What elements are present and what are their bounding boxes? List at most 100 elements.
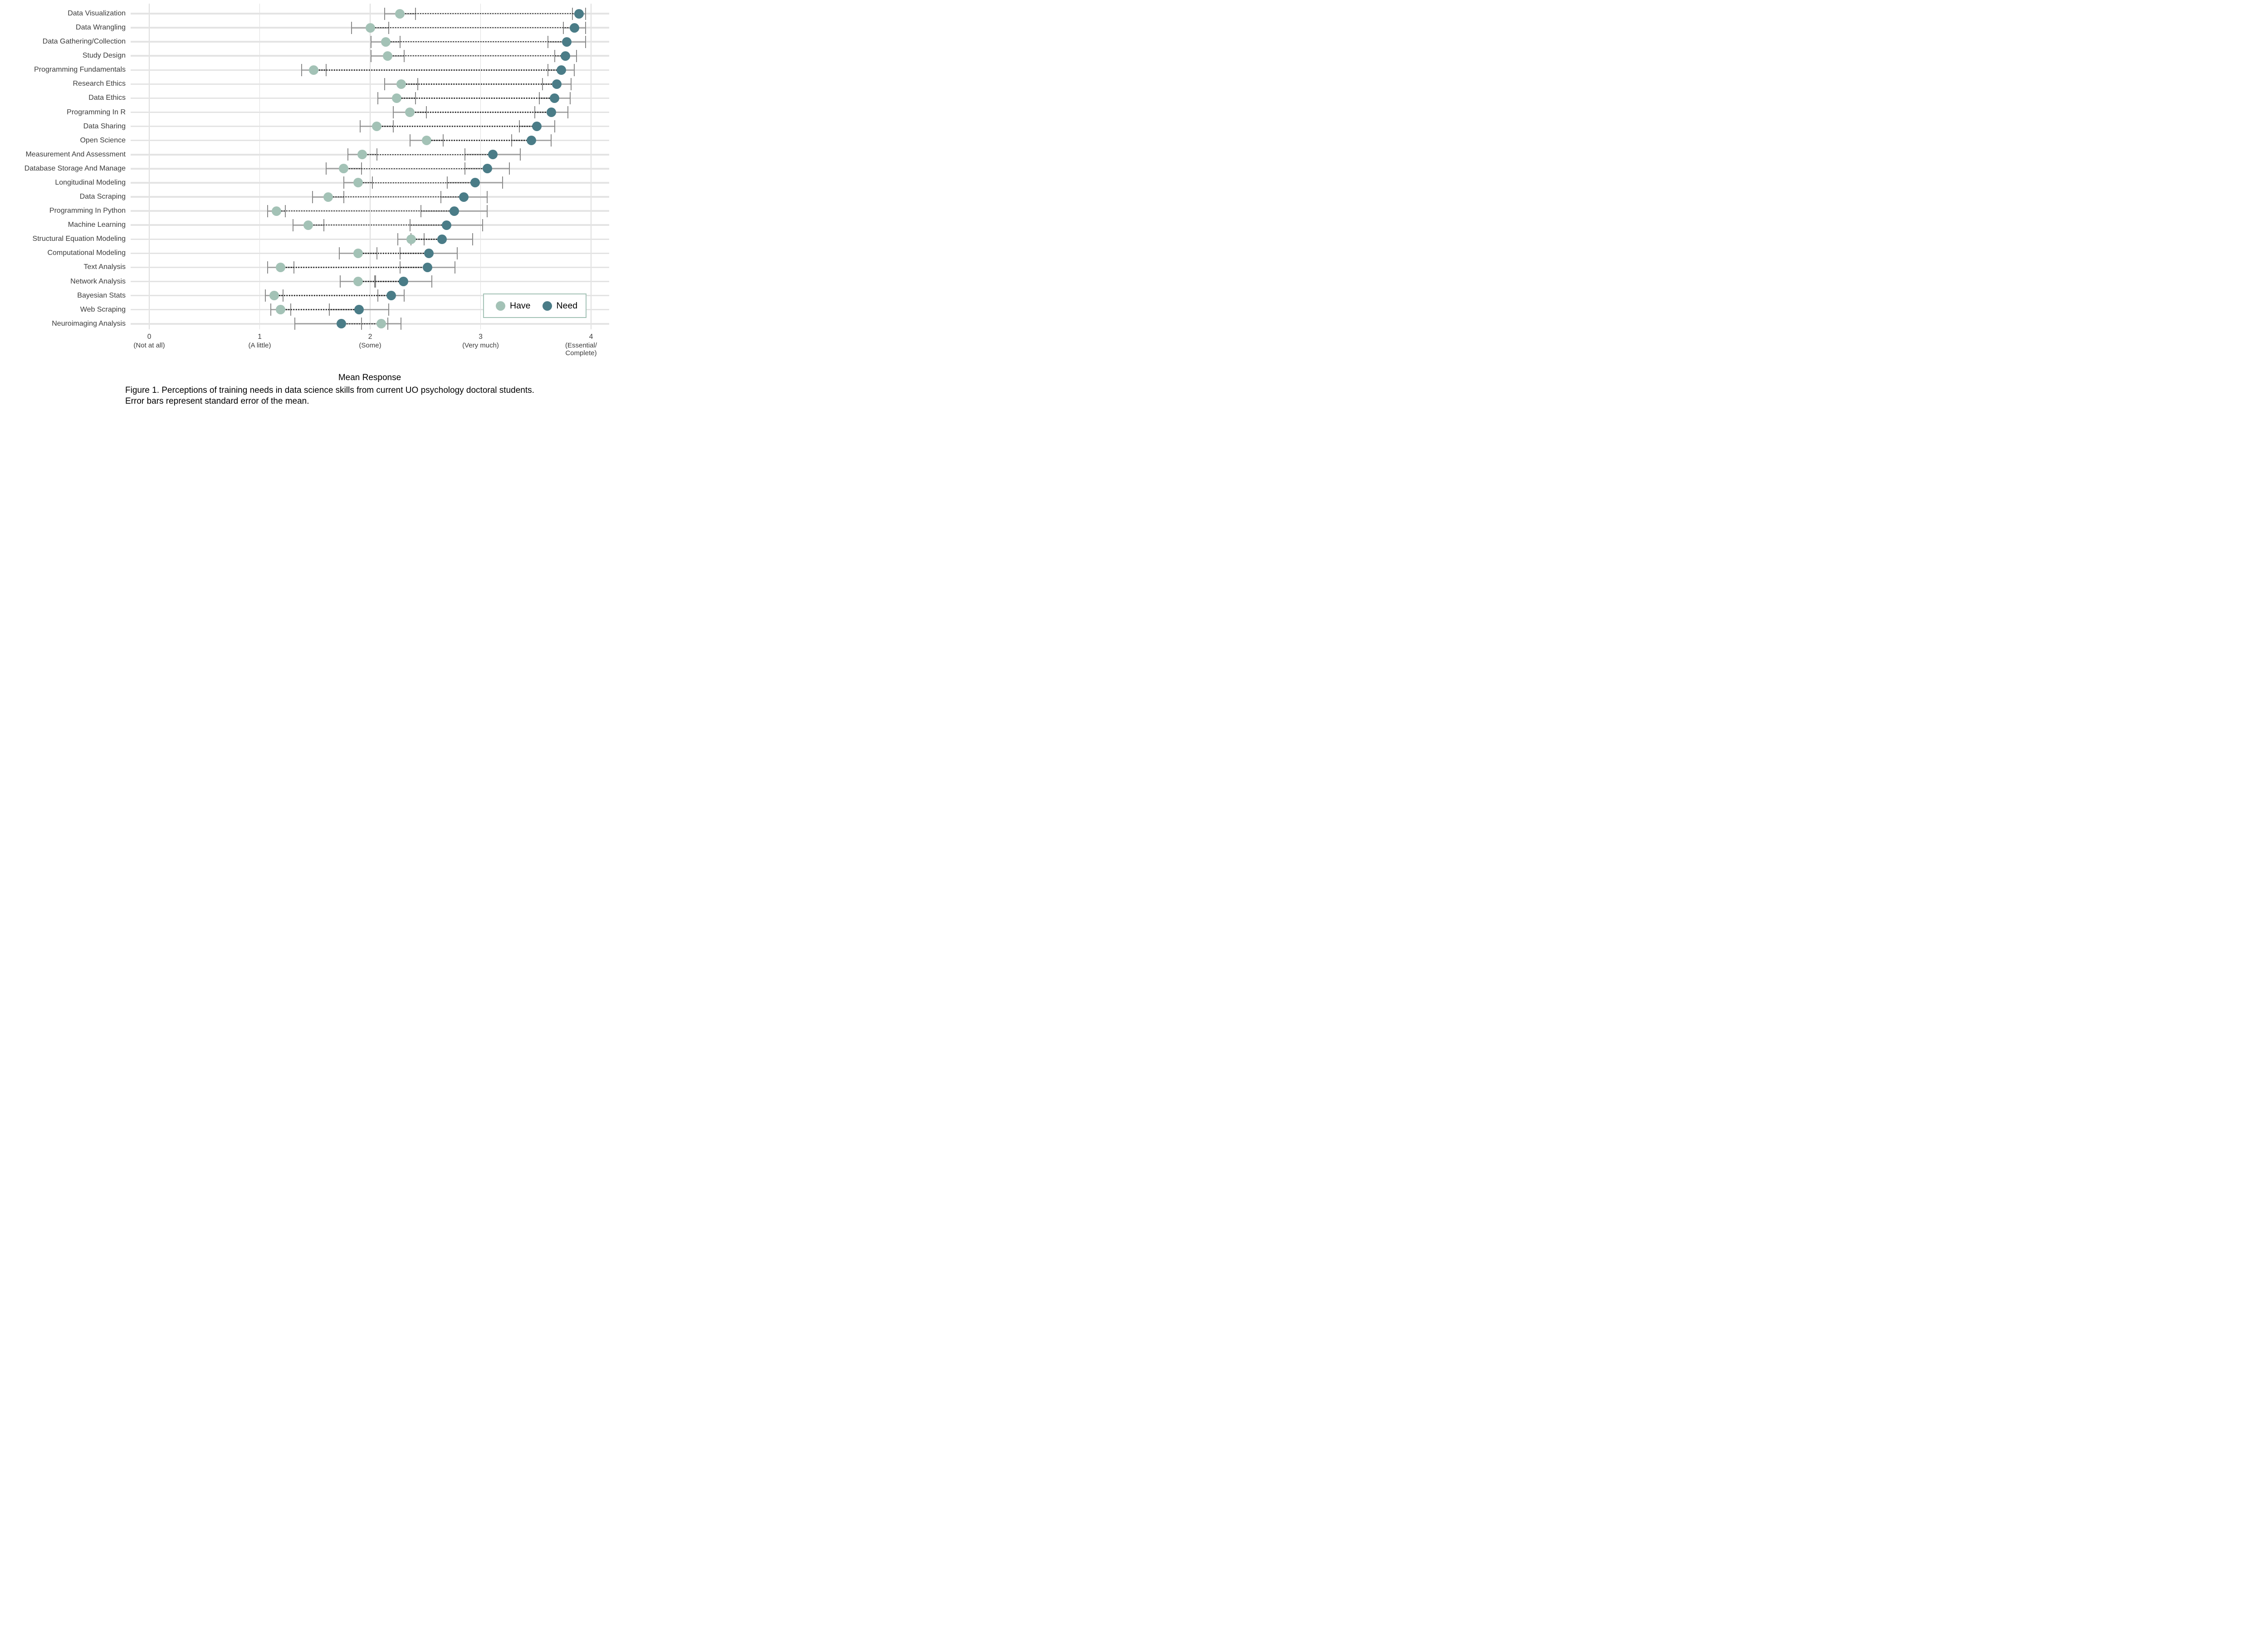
error-bar-cap [301, 64, 303, 76]
figure: Data Visualization Data Wrangling Data Gat… [0, 0, 612, 408]
error-bar-cap [472, 233, 474, 245]
error-bar-cap [343, 176, 344, 189]
error-bar-cap [347, 148, 349, 161]
legend-have-swatch [496, 301, 505, 311]
error-bar-cap [397, 233, 398, 245]
legend-need-swatch [542, 301, 552, 311]
have-need-connector [358, 182, 475, 184]
error-bar-cap [267, 261, 268, 274]
have-dot [421, 136, 431, 146]
have-dot [376, 319, 386, 329]
have-dot [383, 51, 393, 61]
have-need-connector [328, 196, 464, 198]
error-bar-cap [585, 21, 586, 34]
have-dot [381, 37, 391, 47]
need-dot [423, 262, 433, 272]
x-axis-title: Mean Response [338, 373, 401, 382]
have-dot [357, 150, 367, 160]
y-axis-label: Bayesian Stats [77, 291, 126, 299]
x-tick-descriptor: (Not at all) [133, 342, 165, 349]
error-bar-cap [338, 247, 340, 259]
need-dot [470, 178, 480, 188]
need-dot [569, 23, 579, 33]
y-axis-label: Longitudinal Modeling [55, 178, 126, 186]
error-bar-cap [571, 78, 572, 90]
have-dot [339, 164, 349, 174]
error-bar-cap [574, 64, 575, 76]
error-bar-cap [487, 205, 488, 217]
figure-caption-line-1: Figure 1. Perceptions of training needs … [125, 386, 534, 395]
have-dot [353, 178, 363, 188]
x-tick-descriptor: (Essential/ [565, 342, 597, 349]
have-need-connector [396, 98, 555, 99]
need-dot [398, 277, 408, 287]
y-axis-label: Data Wrangling [76, 24, 126, 32]
error-bar-cap [264, 289, 266, 302]
have-dot [276, 262, 286, 272]
y-axis-label: Measurement And Assessment [25, 150, 126, 158]
have-dot [276, 305, 286, 315]
error-bar-cap [502, 176, 503, 189]
have-need-connector [362, 154, 493, 156]
have-dot [365, 23, 375, 33]
have-need-connector [426, 140, 532, 141]
category-gridline [131, 139, 609, 142]
error-bar-cap [312, 191, 313, 203]
have-need-connector [280, 309, 359, 310]
need-dot [550, 93, 560, 103]
have-need-connector [280, 267, 428, 268]
category-gridline [131, 55, 609, 57]
have-need-connector [274, 295, 391, 296]
y-axis-label: Programming In Python [49, 207, 126, 215]
error-bar-cap [508, 162, 510, 175]
error-bar-cap [409, 134, 411, 147]
x-gridline [370, 4, 371, 329]
x-tick-descriptor: Complete) [565, 349, 597, 357]
error-bar-cap [431, 275, 433, 288]
error-bar-cap [388, 303, 390, 316]
error-bar-cap [351, 21, 352, 34]
y-axis-label: Computational Modeling [47, 249, 126, 257]
have-need-connector [376, 126, 537, 127]
have-dot [405, 108, 415, 117]
have-need-connector [411, 239, 442, 240]
legend: Have Need [483, 293, 587, 318]
error-bar-cap [482, 219, 484, 231]
error-bar-cap [294, 318, 296, 330]
have-dot [406, 234, 416, 244]
category-gridline [131, 13, 609, 15]
have-dot [372, 122, 382, 132]
need-dot [556, 65, 566, 75]
y-axis-label: Data Visualization [68, 10, 126, 17]
error-bar-cap [487, 191, 488, 203]
have-dot [353, 277, 363, 287]
need-dot [527, 136, 536, 146]
figure-caption-line-2: Error bars represent standard error of t… [125, 396, 309, 406]
y-axis-label: Network Analysis [70, 277, 126, 285]
y-axis-label: Data Scraping [79, 193, 126, 201]
have-dot [353, 248, 363, 258]
have-need-connector [358, 253, 429, 254]
error-bar-cap [267, 205, 268, 217]
x-gridline [149, 4, 150, 329]
need-dot [574, 9, 584, 19]
error-bar-cap [360, 120, 361, 133]
need-dot [532, 122, 542, 132]
need-dot [552, 79, 562, 89]
have-dot [269, 291, 279, 301]
legend-item-need: Need [542, 301, 577, 311]
error-bar-cap [585, 7, 586, 20]
error-bar-cap [270, 303, 271, 316]
y-axis-label: Data Ethics [88, 94, 126, 102]
x-tick-label: 3 [479, 333, 483, 341]
need-dot [459, 192, 469, 202]
category-gridline [131, 41, 609, 43]
error-bar-cap [404, 289, 405, 302]
x-gridline [259, 4, 260, 329]
have-dot [271, 206, 281, 216]
error-bar-cap [554, 120, 555, 133]
have-dot [323, 192, 333, 202]
x-gridline [480, 4, 481, 329]
need-dot [449, 206, 459, 216]
error-bar-cap [576, 49, 577, 62]
